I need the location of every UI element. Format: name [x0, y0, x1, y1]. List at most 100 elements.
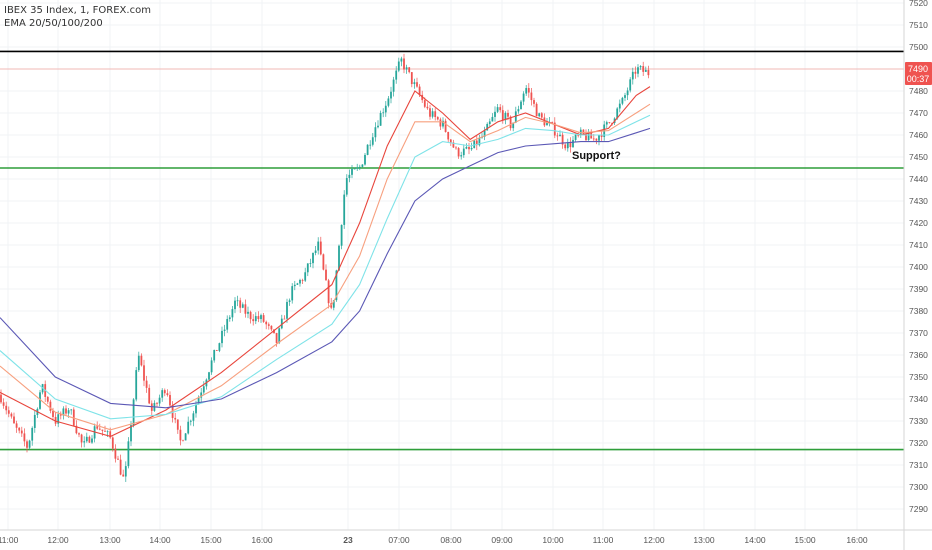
candle-body [304, 272, 307, 281]
candle-body [252, 319, 255, 322]
time-tick-label: 16:00 [251, 535, 273, 545]
candle-body [392, 79, 395, 92]
candle-body [387, 98, 390, 106]
candle-body [553, 122, 556, 136]
candle-body [98, 428, 101, 430]
time-tick-label: 23 [343, 535, 353, 545]
candle-body [559, 134, 561, 137]
candle-body [509, 116, 512, 129]
candle-body [501, 110, 504, 121]
candle-body [343, 194, 346, 225]
candle-body [468, 146, 470, 150]
candle-body [616, 108, 619, 119]
price-tick-label: 7470 [909, 108, 928, 118]
price-tick-label: 7440 [909, 174, 928, 184]
candle-body [26, 441, 28, 448]
candle-body [361, 164, 364, 167]
candle-body [130, 425, 132, 442]
time-tick-label: 07:00 [388, 535, 410, 545]
candle-body [247, 311, 249, 314]
candle-body [161, 390, 164, 398]
candle-body [75, 425, 78, 434]
candle-body [231, 309, 234, 318]
candle-body [70, 409, 73, 411]
candle-body [478, 137, 481, 146]
candle-body [244, 304, 247, 314]
candle-body [572, 139, 574, 148]
candle-body [88, 436, 91, 443]
candle-body [429, 108, 431, 117]
candle-body [91, 438, 93, 443]
candle-body [395, 70, 398, 80]
candle-body [512, 122, 515, 129]
candle-body [236, 300, 239, 302]
candle-body [564, 144, 567, 149]
candle-body [647, 69, 650, 76]
candle-body [215, 349, 218, 351]
candle-body [332, 300, 335, 308]
candle-body [52, 410, 54, 417]
candle-body [104, 430, 106, 432]
candle-body [166, 393, 169, 396]
candle-body [176, 419, 179, 430]
chart-legend: IBEX 35 Index, 1, FOREX.com EMA 20/50/10… [4, 4, 151, 30]
candle-body [546, 122, 548, 126]
candle-body [148, 387, 151, 404]
candle-body [221, 330, 223, 344]
price-tick-label: 7400 [909, 262, 928, 272]
symbol-title[interactable]: IBEX 35 Index, 1, FOREX.com [4, 5, 151, 16]
price-tick-label: 7310 [909, 460, 928, 470]
candle-body [200, 392, 203, 398]
candle-body [408, 67, 411, 73]
candle-body [364, 154, 366, 165]
price-tick-label: 7450 [909, 152, 928, 162]
price-tick-label: 7360 [909, 350, 928, 360]
candle-body [46, 396, 49, 402]
candle-body [413, 82, 416, 85]
horizontal-lines [0, 50, 904, 451]
ema-lines [0, 86, 651, 437]
candle-body [574, 134, 577, 140]
candle-body [644, 69, 647, 72]
candle-body [322, 254, 325, 270]
time-tick-label: 10:00 [542, 535, 564, 545]
indicator-title[interactable]: EMA 20/50/100/200 [4, 18, 103, 29]
candle-body [369, 144, 372, 146]
candle-body [280, 318, 283, 329]
candle-body [624, 95, 626, 98]
candle-body [522, 93, 525, 102]
candle-body [20, 430, 23, 434]
candle-body [15, 423, 18, 428]
candle-body [174, 417, 177, 420]
candle-body [525, 88, 528, 94]
candle-body [293, 284, 296, 287]
candle-body [54, 416, 57, 424]
candle-body [418, 86, 421, 95]
candle-body [145, 380, 148, 388]
candle-body [106, 431, 109, 433]
candle-body [366, 144, 369, 155]
candle-body [218, 343, 221, 351]
time-tick-label: 15:00 [794, 535, 816, 545]
candle-body [520, 101, 522, 110]
candle-body [137, 355, 140, 371]
candle-body [566, 142, 569, 149]
candle-body [83, 441, 86, 443]
candle-body [241, 304, 244, 308]
candle-body [184, 433, 187, 441]
candle-body [156, 402, 158, 404]
candle-body [642, 66, 645, 72]
candle-body [291, 286, 294, 301]
time-tick-label: 12:00 [47, 535, 69, 545]
candle-body [117, 458, 119, 460]
candle-body [605, 122, 608, 125]
candle-body [288, 300, 291, 302]
price-tick-label: 7500 [909, 42, 928, 52]
candle-body [514, 111, 517, 123]
candle-body [325, 269, 327, 281]
price-axis[interactable]: 7290 7300 7310 7320 7330 7340 7350 7360 7370 7380… [909, 0, 928, 514]
candle-body [132, 399, 135, 426]
candle-body [455, 147, 457, 149]
time-axis[interactable]: 11:00 12:00 13:00 14:00 15:00 16:00 23 07:00 08:… [0, 535, 868, 545]
